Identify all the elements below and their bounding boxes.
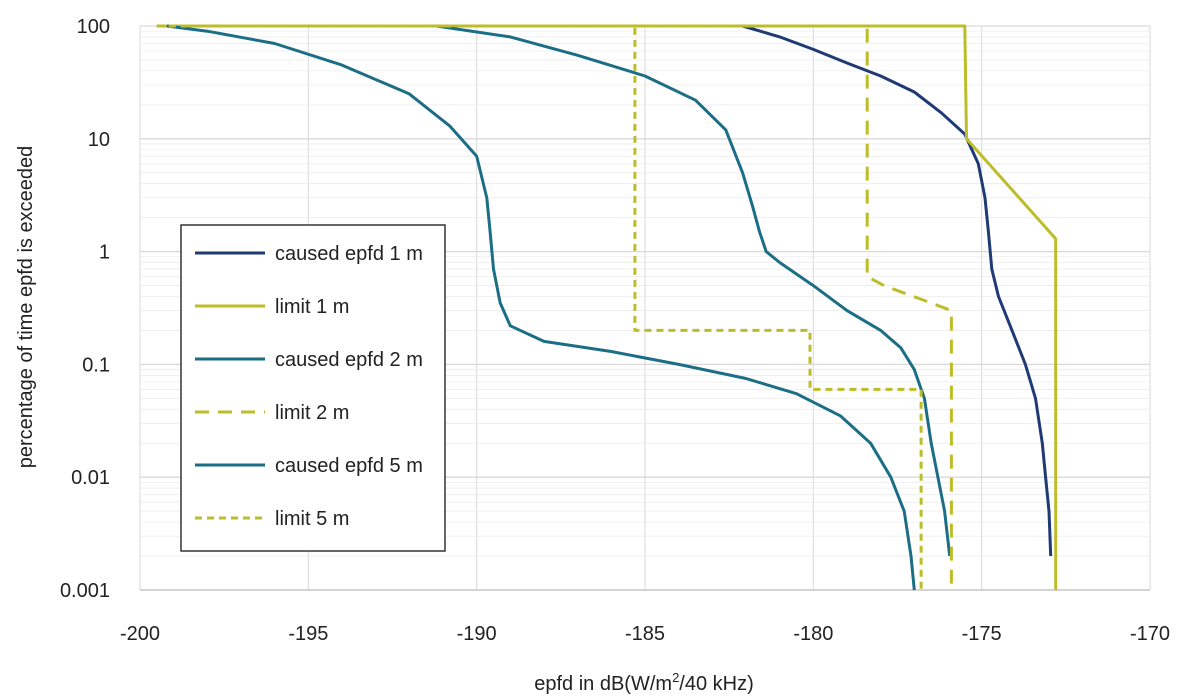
y-tick-label: 100 bbox=[77, 16, 110, 38]
series-line bbox=[436, 24, 952, 557]
legend-label: caused epfd 5 m bbox=[275, 455, 423, 477]
legend-label: limit 2 m bbox=[275, 402, 349, 424]
legend: caused epfd 1 m limit 1 m caused epfd 2 m l… bbox=[180, 224, 446, 552]
y-tick-label: 0.01 bbox=[71, 467, 110, 489]
series-line bbox=[166, 24, 916, 591]
x-tick-label: -175 bbox=[962, 623, 1002, 645]
x-tick-labels: -200 -195 -190 -185 -180 -175 -170 bbox=[120, 623, 1170, 645]
x-tick-label: -185 bbox=[625, 623, 665, 645]
series-line bbox=[742, 24, 1053, 557]
x-axis-title-tail: /40 kHz) bbox=[679, 673, 753, 695]
x-axis-title: epfd in dB(W/m2/40 kHz) bbox=[534, 670, 754, 695]
y-tick-label: 1 bbox=[99, 242, 110, 264]
y-tick-label: 0.001 bbox=[60, 580, 110, 602]
series-lines bbox=[156, 24, 1058, 591]
x-tick-label: -170 bbox=[1130, 623, 1170, 645]
legend-label: caused epfd 1 m bbox=[275, 243, 423, 265]
x-tick-label: -200 bbox=[120, 623, 160, 645]
legend-label: caused epfd 2 m bbox=[275, 349, 423, 371]
legend-label: limit 5 m bbox=[275, 508, 349, 530]
legend-label: limit 1 m bbox=[275, 296, 349, 318]
y-tick-label: 10 bbox=[88, 129, 110, 151]
y-tick-labels: 100 10 1 0.1 0.01 0.001 bbox=[60, 16, 110, 602]
legend-box bbox=[180, 224, 446, 552]
y-tick-label: 0.1 bbox=[82, 354, 110, 376]
y-axis-title: percentage of time epfd is exceeded bbox=[15, 146, 37, 468]
x-tick-label: -195 bbox=[288, 623, 328, 645]
x-tick-label: -180 bbox=[793, 623, 833, 645]
x-axis-title-superscript: 2 bbox=[672, 670, 679, 685]
x-tick-label: -190 bbox=[457, 623, 497, 645]
x-axis-title-main: epfd in dB(W/m bbox=[534, 673, 672, 695]
